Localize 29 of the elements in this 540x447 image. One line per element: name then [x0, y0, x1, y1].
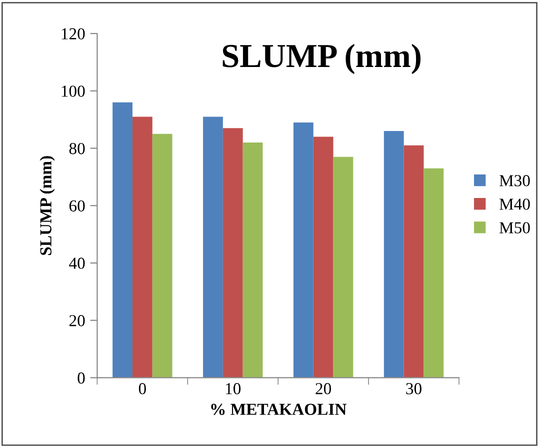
bar	[203, 116, 223, 378]
x-tick-label: 20	[316, 383, 332, 394]
bar	[152, 134, 172, 378]
bar	[384, 131, 404, 378]
bar	[222, 128, 243, 378]
y-tick-label: 60	[69, 200, 85, 212]
x-tick-label: 30	[406, 383, 422, 394]
legend-label: M40	[499, 198, 530, 210]
x-axis-title: % METAKAOLIN	[211, 404, 346, 416]
bar	[333, 156, 354, 378]
x-tick-label: 0	[138, 383, 146, 394]
y-tick-label: 100	[62, 86, 85, 97]
bar	[132, 116, 152, 378]
bar	[313, 136, 334, 378]
bar	[424, 168, 444, 378]
y-tick-label: 20	[69, 315, 85, 326]
bar	[404, 145, 424, 378]
y-tick-label: 120	[62, 28, 85, 40]
y-tick-label: 40	[69, 258, 85, 269]
bar	[242, 142, 263, 378]
chart-title: SLUMP (mm)	[222, 44, 421, 74]
legend-label: M50	[499, 222, 530, 234]
y-axis-title: SLUMP (mm)	[40, 156, 55, 255]
x-tick-label: 10	[226, 383, 241, 394]
bar	[112, 102, 132, 378]
legend-label: M30	[499, 175, 530, 186]
y-tick-label: 80	[69, 142, 85, 154]
y-tick-label: 0	[78, 372, 85, 384]
bar	[293, 122, 314, 378]
